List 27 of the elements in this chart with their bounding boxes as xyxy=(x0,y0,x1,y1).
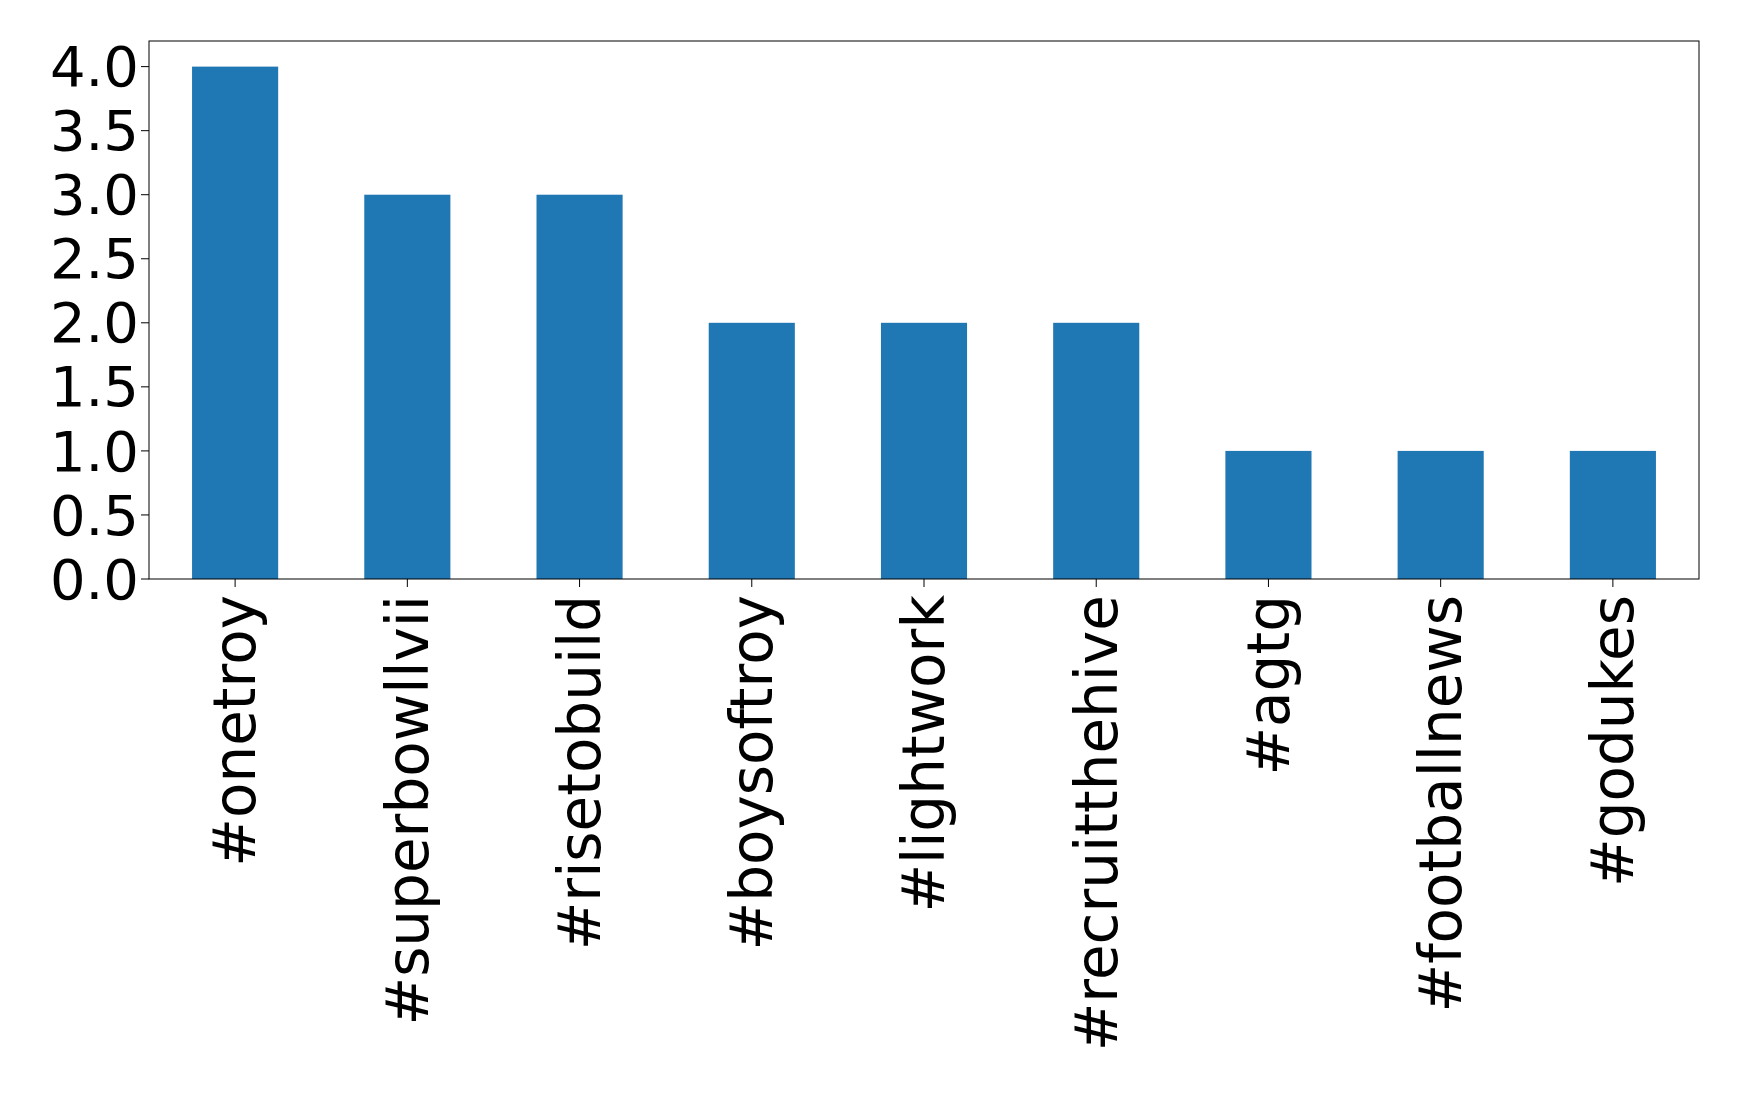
y-tick-label: 2.5 xyxy=(49,226,139,292)
x-tick-label: #footballnews xyxy=(1406,595,1475,1013)
y-tick-label: 0.0 xyxy=(49,546,139,612)
y-tick-label: 1.5 xyxy=(49,354,139,420)
bar xyxy=(880,322,968,579)
bar xyxy=(536,194,623,579)
x-tick-label: #godukes xyxy=(1579,595,1648,887)
x-tick-label: #onetroy xyxy=(201,595,270,867)
y-tick-label: 3.5 xyxy=(49,98,139,164)
y-tick-label: 1.0 xyxy=(49,418,139,484)
bar xyxy=(708,322,795,579)
bar xyxy=(1397,450,1484,579)
bar xyxy=(1225,450,1312,579)
y-tick-label: 0.5 xyxy=(49,482,139,548)
x-tick-label: #superbowllvii xyxy=(373,595,442,1026)
bar xyxy=(364,194,451,579)
x-tick-label: #agtg xyxy=(1234,595,1303,776)
y-tick-label: 2.0 xyxy=(49,290,139,356)
x-tick-label: #risetobuild xyxy=(545,595,614,951)
y-tick-label: 4.0 xyxy=(49,34,139,100)
x-tick-label: #lightwork xyxy=(890,594,959,913)
x-tick-label: #recruitthehive xyxy=(1062,595,1131,1052)
bar xyxy=(192,66,279,579)
bar xyxy=(1569,450,1656,579)
x-tick-label: #boysoftroy xyxy=(718,595,787,951)
y-tick-label: 3.0 xyxy=(49,162,139,228)
bar xyxy=(1053,322,1140,579)
